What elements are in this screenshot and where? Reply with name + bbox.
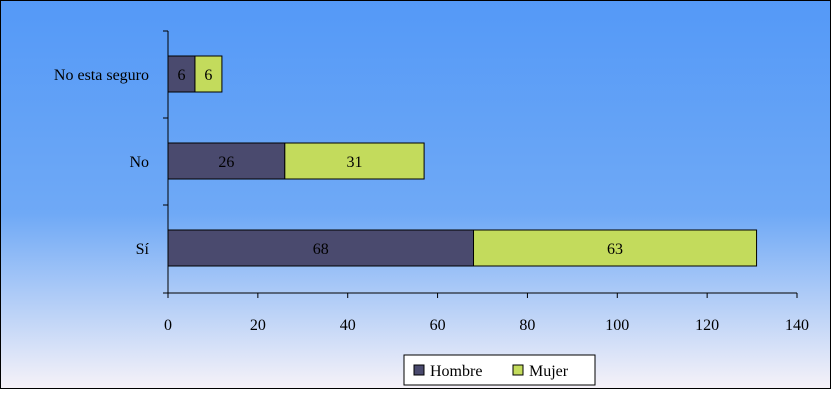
category-label: No esta seguro	[54, 67, 149, 84]
legend-swatch-mujer	[512, 364, 524, 376]
category-label: Sí	[136, 241, 150, 258]
bar-mujer	[194, 55, 223, 93]
bar-hombre	[167, 229, 475, 267]
bar-hombre	[167, 55, 196, 93]
x-tick-label: 140	[785, 317, 809, 334]
bar-hombre	[167, 142, 286, 180]
labels: No esta seguro No Sí 6 6 26 31 68 63	[54, 67, 623, 258]
legend-swatch-hombre	[413, 364, 425, 376]
bar-mujer	[284, 142, 425, 180]
x-tick-label: 40	[340, 317, 356, 334]
x-tick-label: 120	[695, 317, 719, 334]
bars	[167, 55, 758, 267]
category-label: No	[129, 154, 149, 171]
legend-label-hombre: Hombre	[430, 363, 482, 380]
legend-box	[403, 354, 596, 386]
x-tick-label: 80	[519, 317, 535, 334]
data-label: 6	[204, 67, 212, 84]
data-label: 63	[607, 241, 623, 258]
data-label: 68	[313, 241, 329, 258]
data-label: 31	[346, 154, 362, 171]
legend: Hombre Mujer	[403, 354, 596, 386]
bar-mujer	[473, 229, 758, 267]
legend-label-mujer: Mujer	[529, 363, 569, 380]
x-tick-label: 0	[164, 317, 172, 334]
x-tick-label: 20	[250, 317, 266, 334]
data-label: 26	[218, 154, 234, 171]
data-label: 6	[177, 67, 185, 84]
x-tick-label: 60	[430, 317, 446, 334]
x-tick-label: 100	[605, 317, 629, 334]
